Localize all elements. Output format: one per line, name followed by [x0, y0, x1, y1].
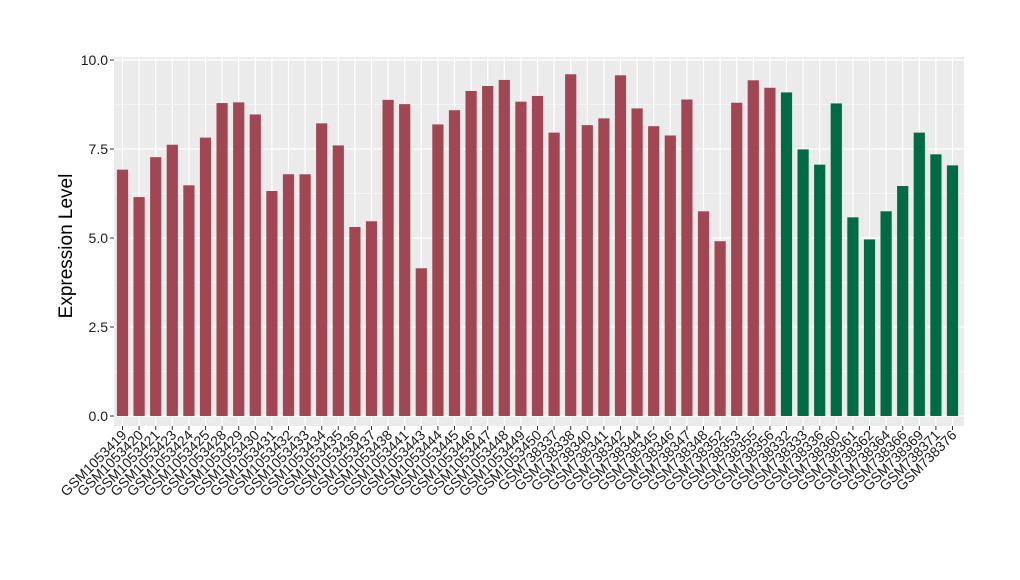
bar-GSM738344 — [631, 108, 643, 416]
bar-GSM738352 — [714, 241, 726, 416]
bar-GSM1053421 — [150, 157, 162, 417]
y-axis-title: Expression Level — [56, 174, 77, 319]
bar-GSM1053433 — [299, 174, 311, 416]
bar-GSM1053429 — [233, 102, 245, 416]
bar-GSM1053420 — [133, 197, 145, 416]
bar-GSM1053438 — [382, 99, 394, 416]
y-tick-label: 5.0 — [89, 230, 109, 246]
bar-GSM738346 — [664, 135, 676, 417]
bar-GSM1053425 — [199, 137, 212, 416]
bar-GSM738356 — [764, 87, 776, 416]
bar-GSM738362 — [863, 239, 876, 416]
bar-GSM1053447 — [482, 85, 494, 416]
bar-GSM1053428 — [216, 103, 228, 417]
bar-GSM1053450 — [531, 95, 544, 417]
bar-GSM738369 — [913, 132, 925, 416]
bar-GSM738338 — [565, 74, 577, 417]
bar-GSM738355 — [747, 80, 759, 417]
bar-GSM1053437 — [365, 221, 378, 416]
bar-GSM738345 — [648, 126, 660, 416]
bar-GSM738353 — [731, 102, 743, 416]
bar-GSM1053446 — [465, 90, 477, 417]
bar-GSM1053436 — [349, 226, 361, 416]
bar-GSM1053441 — [399, 104, 411, 417]
bar-GSM1053443 — [415, 268, 427, 416]
bar-GSM1053432 — [282, 174, 295, 416]
bar-GSM1053419 — [116, 169, 129, 416]
bar-GSM1053430 — [249, 114, 261, 416]
bar-GSM1053444 — [432, 124, 444, 416]
bar-GSM1053423 — [166, 144, 178, 416]
bar-GSM738341 — [598, 118, 610, 416]
bar-GSM738364 — [880, 211, 892, 416]
bar-GSM738337 — [548, 132, 560, 416]
bar-GSM738336 — [814, 164, 826, 416]
bar-GSM738342 — [614, 75, 627, 417]
bar-GSM738340 — [581, 125, 593, 416]
y-tick-label: 0.0 — [89, 408, 109, 424]
bar-GSM1053448 — [498, 79, 510, 416]
bar-GSM1053434 — [316, 123, 328, 417]
bar-GSM738366 — [897, 186, 909, 416]
bar-GSM738348 — [697, 211, 710, 416]
bar-GSM738360 — [830, 103, 842, 416]
bar-GSM738333 — [797, 149, 809, 416]
y-tick-label: 7.5 — [89, 141, 109, 157]
bar-GSM738376 — [946, 165, 959, 416]
bar-GSM738361 — [847, 217, 859, 416]
bar-GSM1053435 — [332, 145, 344, 416]
x-axis: GSM1053419GSM1053420GSM1053421GSM1053423… — [57, 426, 960, 499]
bar-GSM738332 — [780, 92, 793, 417]
bar-GSM1053424 — [183, 185, 195, 416]
bar-GSM1053431 — [266, 191, 278, 416]
y-axis: 0.0 2.5 5.0 7.5 10.0 — [81, 52, 114, 424]
y-tick-label: 10.0 — [81, 52, 108, 68]
bar-GSM1053449 — [515, 101, 527, 416]
bar-GSM738371 — [930, 154, 942, 416]
y-tick-label: 2.5 — [89, 319, 109, 335]
bar-GSM738347 — [681, 99, 693, 417]
bar-GSM1053445 — [448, 110, 461, 417]
bars-layer — [116, 74, 959, 417]
